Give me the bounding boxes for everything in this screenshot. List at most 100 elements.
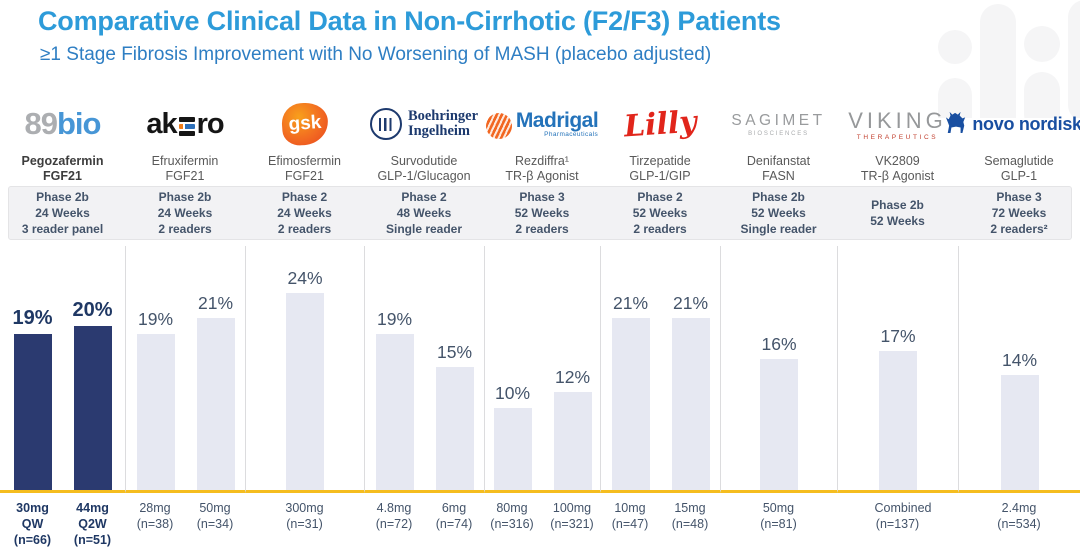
dose-row: 80mg (n=316) 100mg (n=321) xyxy=(484,500,600,532)
bar xyxy=(375,334,414,490)
logo-sagimet-name: SAGIMET xyxy=(731,111,826,129)
dose-label: 15mg (n=48) xyxy=(667,500,713,532)
logo-box-viking: VIKING THERAPEUTICS xyxy=(837,98,958,150)
dose-line: 50mg xyxy=(199,501,231,515)
dose-line: 15mg xyxy=(674,501,706,515)
phase-line: Phase 3 xyxy=(996,190,1042,204)
logo-bi-text: Boehringer Ingelheim xyxy=(408,109,478,139)
dose-label: 2.4mg (n=534) xyxy=(996,500,1042,532)
dose-line: 30mg xyxy=(16,501,49,515)
logo-novo-nordisk: novo nordisk® xyxy=(945,110,1080,139)
logo-madrigal-name: Madrigal xyxy=(515,108,599,132)
phase-line: 2 readers xyxy=(633,222,687,236)
drug-name: Pegozafermin xyxy=(21,154,104,168)
logo-boehringer-ingelheim: Boehringer Ingelheim xyxy=(369,108,478,140)
dose-line: 6mg xyxy=(441,501,467,515)
column-sagimet: SAGIMET BIOSCIENCES Denifanstat FASN Phase 2… xyxy=(720,98,837,548)
bar-item: 20% xyxy=(70,299,116,490)
phase-line: 72 Weeks xyxy=(991,206,1047,220)
drug-block: Survodutide GLP-1/Glucagon xyxy=(364,150,484,186)
target-label: FGF21 xyxy=(285,169,324,183)
target-label: FGF21 xyxy=(43,169,82,183)
bar xyxy=(611,317,650,490)
drug-block: Tirzepatide GLP-1/GIP xyxy=(600,150,720,186)
dose-label: 50mg (n=34) xyxy=(192,500,238,532)
phase-cell: Phase 3 72 Weeks 2 readers² xyxy=(958,186,1080,240)
akero-e-glyph-icon xyxy=(178,117,195,136)
dose-line: 80mg xyxy=(496,501,528,515)
bar-item: 10% xyxy=(490,383,536,490)
plot-area: 19% 21% xyxy=(125,246,245,493)
logo-bi-line2: Ingelheim xyxy=(407,123,470,139)
dose-line: 10mg xyxy=(614,501,646,515)
plot-area: 19% 15% xyxy=(364,246,484,493)
bi-emblem-icon xyxy=(369,108,402,140)
dose-line: (n=31) xyxy=(286,517,323,531)
logo-box-madrigal: Madrigal Pharmaceuticals xyxy=(484,98,600,150)
phase-line: Phase 2b xyxy=(36,190,89,204)
dose-row: 4.8mg (n=72) 6mg (n=74) xyxy=(364,500,484,532)
plot-area: 14% xyxy=(958,246,1080,493)
bi-emblem-bars xyxy=(378,117,393,131)
phase-line: Phase 2b xyxy=(871,198,924,212)
dose-line: (n=47) xyxy=(611,517,649,531)
dose-label: 6mg (n=74) xyxy=(431,500,477,532)
bar-item: 21% xyxy=(608,293,654,490)
bar xyxy=(553,391,592,490)
drug-block: Rezdiffra¹ TR-β Agonist xyxy=(484,150,600,186)
logo-madrigal: Madrigal Pharmaceuticals xyxy=(485,108,599,139)
value-label: 16% xyxy=(761,333,797,354)
bar xyxy=(1000,375,1039,490)
dose-label: 4.8mg (n=72) xyxy=(371,500,417,532)
value-label: 21% xyxy=(197,292,234,313)
dose-line: (n=72) xyxy=(375,517,413,531)
dose-row: 10mg (n=47) 15mg (n=48) xyxy=(600,500,720,532)
logo-akero: ak ro xyxy=(146,107,225,141)
target-label: GLP-1/GIP xyxy=(629,169,691,183)
logo-viking-name: VIKING xyxy=(848,107,947,133)
logo-viking-sub: THERAPEUTICS xyxy=(856,133,939,141)
dose-line: (n=74) xyxy=(435,517,473,531)
column-gsk: gsk Efimosfermin FGF21 Phase 2 24 Weeks 2 rea… xyxy=(245,98,364,548)
column-madrigal: Madrigal Pharmaceuticals Rezdiffra¹ TR-β Ag… xyxy=(484,98,600,548)
dose-line: 2.4mg xyxy=(1001,501,1037,515)
phase-cell: Phase 2 52 Weeks 2 readers xyxy=(600,186,720,240)
phase-line: Phase 2 xyxy=(281,190,328,204)
logo-box-lilly: Lilly xyxy=(600,98,720,150)
logo-akero-post: ro xyxy=(196,107,225,140)
dose-label: 100mg (n=321) xyxy=(549,500,595,532)
phase-cell: Phase 2b 24 Weeks 3 reader panel xyxy=(0,186,125,240)
drug-block: Efruxifermin FGF21 xyxy=(125,150,245,186)
drug-block: Semaglutide GLP-1 xyxy=(958,150,1080,186)
dose-row: Combined (n=137) xyxy=(837,500,958,532)
bar xyxy=(493,408,532,490)
column-akero: ak ro Efruxifermin FGF21 Phase 2b 24 Weeks 2 r… xyxy=(125,98,245,548)
bar xyxy=(196,317,235,490)
logo-sagimet-sub: BIOSCIENCES xyxy=(748,130,809,137)
phase-line: Phase 2 xyxy=(637,190,683,204)
phase-line: 24 Weeks xyxy=(277,206,332,220)
logo-gsk-text: gsk xyxy=(287,111,322,136)
phase-line: 3 reader panel xyxy=(21,222,104,236)
page-subtitle: ≥1 Stage Fibrosis Improvement with No Wo… xyxy=(40,44,712,65)
value-label: 19% xyxy=(376,309,413,330)
logo-box-novo: novo nordisk® xyxy=(946,98,1080,150)
target-label: FASN xyxy=(762,169,795,183)
plot-area: 10% 12% xyxy=(484,246,600,493)
page-title: Comparative Clinical Data in Non-Cirrhot… xyxy=(38,6,781,36)
drug-name: Tirzepatide xyxy=(629,154,691,168)
target-label: GLP-1 xyxy=(1000,169,1038,183)
value-label: 19% xyxy=(12,307,53,330)
target-label: TR-β Agonist xyxy=(860,169,935,183)
value-label: 21% xyxy=(612,292,649,313)
column-89bio: 89bio Pegozafermin FGF21 Phase 2b 24 Weeks 3 … xyxy=(0,98,125,548)
logo-lilly: Lilly xyxy=(622,104,698,144)
akero-e-top xyxy=(178,117,195,122)
bar xyxy=(760,358,798,490)
drug-name: Rezdiffra¹ xyxy=(515,154,569,168)
value-label: 15% xyxy=(436,342,473,362)
bar xyxy=(671,317,710,490)
bar xyxy=(136,334,175,490)
value-label: 24% xyxy=(287,268,323,289)
plot-area: 21% 21% xyxy=(600,246,720,493)
